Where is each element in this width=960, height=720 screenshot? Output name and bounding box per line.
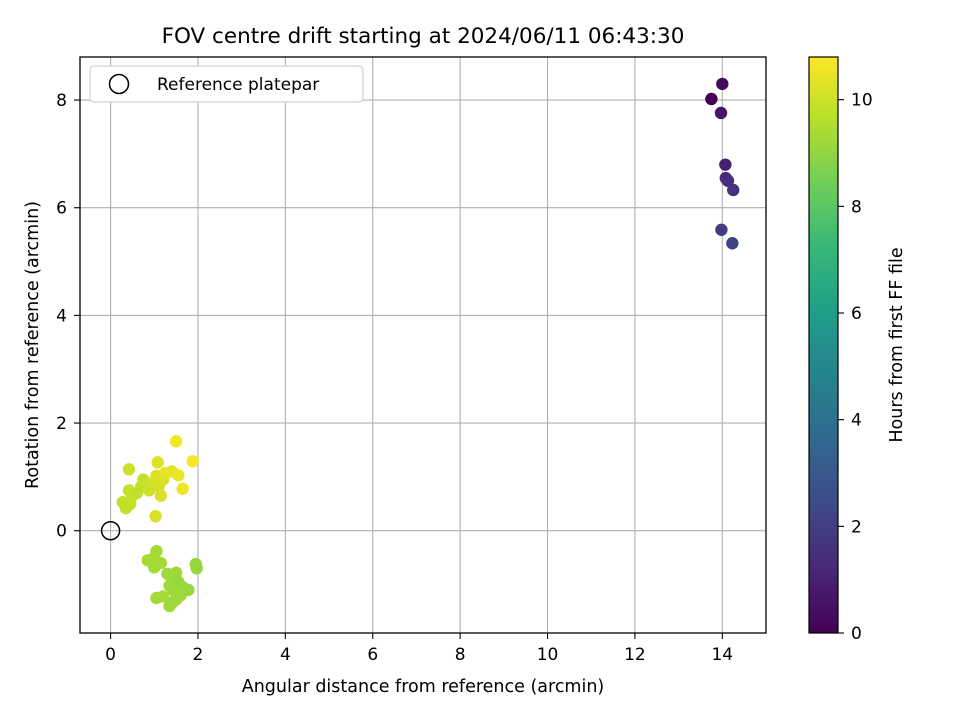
colorbar-tick-label: 0 (851, 624, 862, 644)
data-point (137, 473, 150, 486)
legend-marker-icon (108, 73, 130, 95)
data-point (122, 463, 136, 476)
data-point (719, 158, 732, 171)
data-point (176, 482, 189, 495)
x-tick-label: 2 (193, 645, 204, 665)
x-tick-label: 4 (280, 645, 291, 665)
data-point (726, 237, 739, 250)
x-tick-label: 0 (105, 645, 116, 665)
data-point (716, 77, 729, 91)
x-tick-label: 10 (537, 645, 559, 665)
x-axis-ticks: 0 2 4 6 8 10 12 14 (105, 633, 733, 665)
colorbar-label: Hours from first FF file (887, 247, 907, 442)
x-tick-label: 12 (624, 645, 646, 665)
colorbar-ticks: 0 2 4 6 8 10 (838, 91, 873, 644)
colorbar-tick-label: 8 (851, 197, 862, 217)
data-point (163, 599, 176, 613)
legend-box (89, 65, 364, 103)
colorbar: 0 2 4 6 8 10 Hours from first FF file (808, 56, 907, 644)
data-point (151, 456, 164, 469)
data-point (186, 455, 199, 468)
colorbar-tick-label: 6 (851, 304, 862, 324)
grid-lines (80, 57, 766, 633)
colorbar-tick-label: 10 (851, 91, 873, 111)
y-tick-label: 4 (56, 306, 67, 326)
data-point (149, 509, 162, 523)
data-points (116, 77, 740, 613)
data-point (705, 92, 718, 106)
x-tick-label: 6 (367, 645, 378, 665)
data-point (727, 183, 740, 197)
y-tick-label: 0 (56, 522, 67, 542)
data-point (172, 469, 185, 482)
data-point (190, 562, 203, 575)
colorbar-tick-label: 4 (851, 411, 862, 431)
chart-title: FOV centre drift starting at 2024/06/11 … (162, 24, 685, 49)
y-tick-label: 6 (56, 199, 67, 219)
y-tick-label: 2 (56, 414, 67, 434)
x-tick-label: 14 (711, 645, 733, 665)
colorbar-gradient (808, 56, 839, 634)
colorbar-tick-label: 2 (851, 517, 862, 537)
x-axis-label: Angular distance from reference (arcmin) (242, 677, 605, 697)
legend: Reference platepar (89, 65, 364, 103)
plot-frame (79, 56, 767, 634)
y-axis-label: Rotation from reference (arcmin) (23, 201, 43, 489)
data-point (715, 223, 728, 236)
reference-marker (100, 520, 121, 541)
data-point (721, 174, 735, 188)
legend-label: Reference platepar (157, 75, 319, 95)
x-tick-label: 8 (455, 645, 466, 665)
y-tick-label: 8 (56, 91, 67, 111)
data-point (150, 591, 163, 605)
data-point (714, 106, 728, 120)
data-point (169, 435, 183, 448)
data-point (148, 561, 161, 574)
y-axis-ticks: 0 2 4 6 8 (56, 91, 80, 542)
data-point (154, 489, 168, 502)
